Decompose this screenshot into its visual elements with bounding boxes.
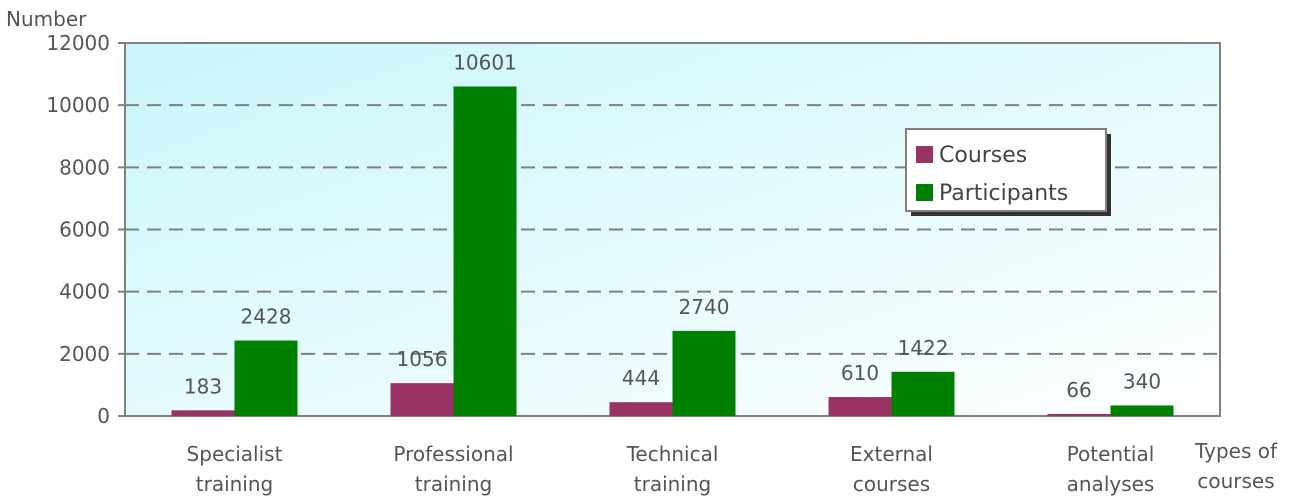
svg-text:courses: courses — [1197, 469, 1274, 493]
category-label: Professional training — [393, 442, 513, 496]
category-label-line: analyses — [1067, 472, 1155, 496]
y-axis-title: Number — [6, 7, 87, 31]
bar-courses — [609, 402, 673, 416]
bar-participants — [1110, 405, 1174, 416]
bar-courses — [1047, 413, 1111, 416]
bar-courses — [390, 383, 454, 416]
category-label: Technical training — [626, 442, 719, 496]
bar-courses — [171, 410, 235, 416]
bars — [171, 86, 1174, 416]
category-label-line: Specialist — [187, 442, 283, 466]
category-label-line: Technical — [626, 442, 719, 466]
bar-participants — [234, 340, 298, 416]
bar-participants — [672, 330, 736, 416]
legend-label-participants: Participants — [939, 181, 1068, 206]
category-label-line: training — [634, 472, 711, 496]
x-axis-title: Types of courses — [1194, 439, 1278, 493]
category-label-line: Professional — [393, 442, 513, 466]
category-label-line: Potential — [1067, 442, 1155, 466]
y-tick-label: 10000 — [46, 93, 110, 117]
data-labels: 183 2428 1056 10601 444 2740 610 1422 66 340 — [184, 50, 1161, 401]
bar-participants — [891, 371, 955, 416]
data-label-participants: 340 — [1123, 369, 1161, 393]
legend-box — [905, 128, 1107, 212]
data-label-participants: 1422 — [898, 336, 949, 360]
data-label-courses: 1056 — [397, 347, 448, 371]
legend: Courses Participants — [905, 128, 1111, 216]
y-axis-ticks: 0 2000 4000 6000 8000 10000 12000 — [46, 31, 125, 428]
y-tick-label: 0 — [97, 404, 110, 428]
category-label: External courses — [850, 442, 933, 496]
legend-swatch-participants — [916, 184, 933, 201]
legend-label-courses: Courses — [939, 143, 1027, 168]
category-label-line: training — [415, 472, 492, 496]
data-label-courses: 444 — [622, 366, 660, 390]
svg-text:Types of: Types of — [1194, 439, 1278, 463]
x-axis-categories: SpecialisttrainingProfessionaltrainingTe… — [187, 442, 1155, 496]
data-label-courses: 610 — [841, 361, 879, 385]
legend-swatch-courses — [916, 146, 933, 163]
data-label-participants: 2428 — [241, 305, 292, 329]
category-label-line: training — [196, 472, 273, 496]
category-label: Specialist training — [187, 442, 283, 496]
y-tick-label: 6000 — [59, 218, 110, 242]
category-label-line: External — [850, 442, 933, 466]
bar-courses — [828, 397, 892, 416]
y-tick-label: 8000 — [59, 155, 110, 179]
y-tick-label: 2000 — [59, 342, 110, 366]
y-tick-label: 4000 — [59, 280, 110, 304]
y-tick-label: 12000 — [46, 31, 110, 55]
category-label: Potential analyses — [1067, 442, 1155, 496]
data-label-participants: 10601 — [453, 50, 517, 74]
data-label-participants: 2740 — [679, 295, 730, 319]
data-label-courses: 66 — [1066, 378, 1091, 402]
bar-participants — [453, 86, 517, 416]
category-label-line: courses — [853, 472, 930, 496]
data-label-courses: 183 — [184, 374, 222, 398]
